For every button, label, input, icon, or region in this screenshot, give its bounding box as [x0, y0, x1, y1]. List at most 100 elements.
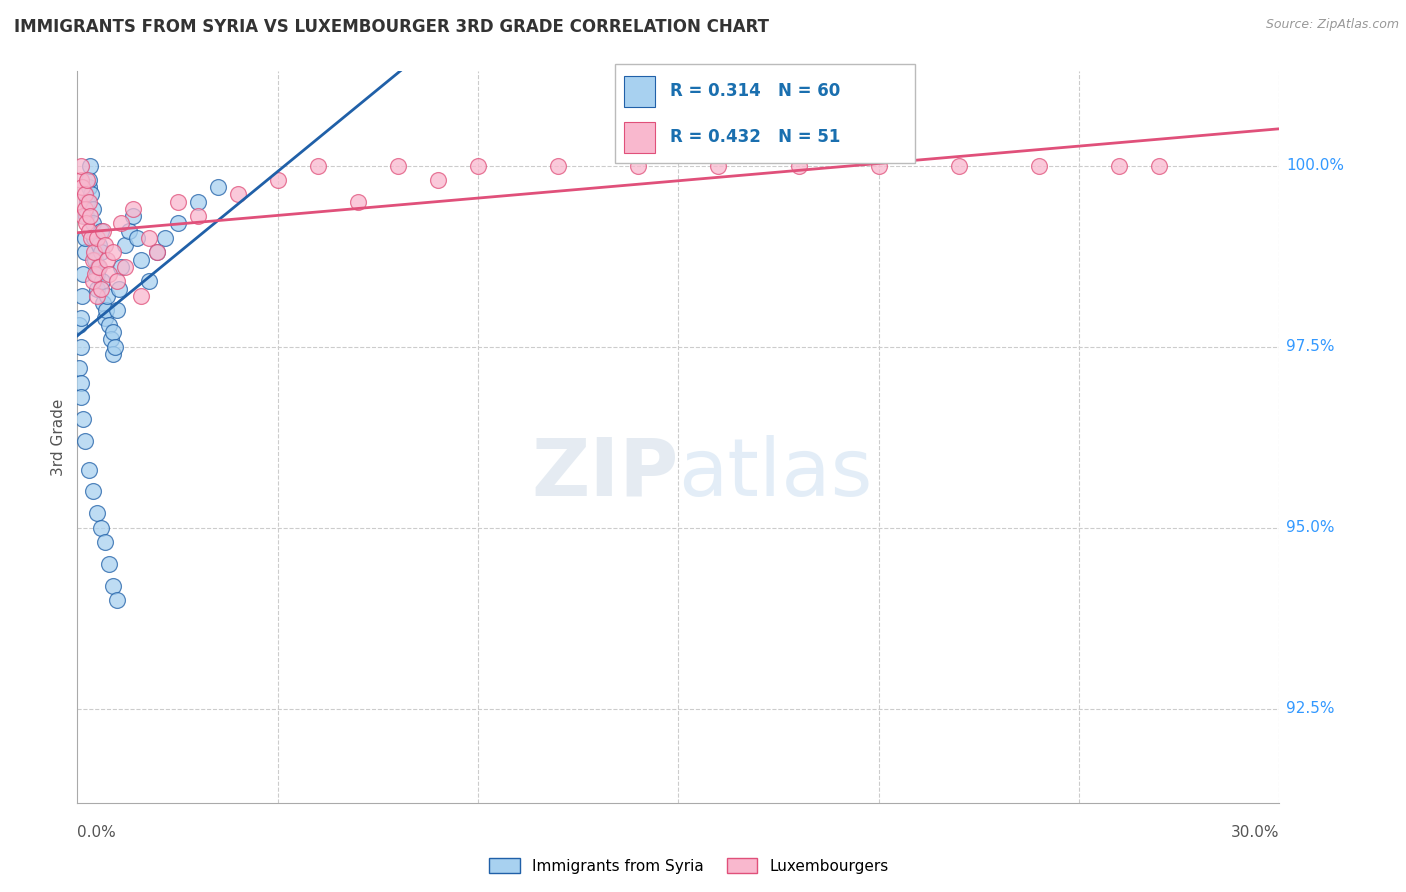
Point	[82, 202, 104, 216]
Point	[73, 187, 96, 202]
Point	[91, 274, 114, 288]
Point	[86, 289, 108, 303]
Point	[90, 245, 112, 260]
Point	[67, 194, 90, 209]
Point	[100, 332, 122, 346]
Point	[89, 238, 111, 252]
Point	[75, 209, 97, 223]
Point	[83, 231, 105, 245]
Point	[84, 252, 107, 267]
Point	[87, 260, 110, 274]
Point	[207, 180, 229, 194]
Point	[948, 159, 970, 173]
Text: IMMIGRANTS FROM SYRIA VS LUXEMBOURGER 3RD GRADE CORRELATION CHART: IMMIGRANTS FROM SYRIA VS LUXEMBOURGER 3R…	[14, 18, 769, 36]
Point	[76, 173, 98, 187]
Point	[127, 231, 149, 245]
Point	[114, 238, 136, 252]
Point	[166, 194, 188, 209]
Point	[547, 159, 569, 173]
Point	[75, 202, 97, 216]
Point	[186, 209, 209, 223]
Point	[72, 267, 94, 281]
Point	[96, 289, 118, 303]
Point	[707, 159, 730, 173]
Point	[1149, 159, 1171, 173]
Point	[82, 216, 104, 230]
Point	[131, 252, 153, 267]
Point	[627, 159, 650, 173]
Point	[387, 159, 409, 173]
Point	[1108, 159, 1130, 173]
FancyBboxPatch shape	[614, 64, 915, 163]
Point	[138, 231, 160, 245]
Point	[90, 224, 112, 238]
Point	[103, 578, 125, 592]
Text: 30.0%: 30.0%	[1232, 825, 1279, 840]
Point	[67, 361, 90, 376]
Point	[118, 224, 141, 238]
Point	[82, 484, 104, 499]
Point	[93, 296, 115, 310]
Point	[86, 231, 108, 245]
Point	[94, 535, 117, 549]
Point	[69, 173, 91, 187]
Point	[267, 173, 290, 187]
Point	[89, 260, 111, 274]
Point	[110, 216, 132, 230]
Point	[69, 340, 91, 354]
Point	[75, 231, 97, 245]
Point	[226, 187, 249, 202]
Point	[93, 224, 115, 238]
Point	[104, 340, 127, 354]
Text: Source: ZipAtlas.com: Source: ZipAtlas.com	[1265, 18, 1399, 31]
Point	[90, 282, 112, 296]
Point	[146, 245, 169, 260]
Point	[94, 310, 117, 325]
Text: 95.0%: 95.0%	[1286, 520, 1334, 535]
Point	[103, 325, 125, 339]
Point	[79, 224, 101, 238]
Point	[67, 318, 90, 332]
Point	[98, 557, 121, 571]
Text: 100.0%: 100.0%	[1286, 158, 1344, 173]
Point	[84, 267, 107, 281]
Point	[90, 520, 112, 534]
Point	[122, 209, 145, 223]
Point	[80, 231, 103, 245]
Point	[96, 252, 118, 267]
Point	[166, 216, 188, 230]
Point	[79, 173, 101, 187]
Point	[146, 245, 169, 260]
Point	[72, 412, 94, 426]
Point	[110, 260, 132, 274]
Text: ZIP: ZIP	[531, 434, 679, 513]
Point	[79, 159, 101, 173]
Text: 0.0%: 0.0%	[77, 825, 117, 840]
Point	[103, 245, 125, 260]
Point	[1028, 159, 1050, 173]
Point	[70, 159, 93, 173]
Point	[787, 159, 810, 173]
Point	[98, 318, 121, 332]
Text: 92.5%: 92.5%	[1286, 701, 1334, 716]
Text: 97.5%: 97.5%	[1286, 339, 1334, 354]
Point	[86, 506, 108, 520]
Point	[70, 390, 93, 404]
Point	[77, 194, 100, 209]
Point	[131, 289, 153, 303]
Point	[70, 180, 93, 194]
Y-axis label: 3rd Grade: 3rd Grade	[51, 399, 66, 475]
Bar	[624, 122, 655, 153]
Text: R = 0.432   N = 51: R = 0.432 N = 51	[671, 128, 841, 146]
Point	[83, 245, 105, 260]
Point	[868, 159, 890, 173]
Point	[73, 245, 96, 260]
Point	[70, 289, 93, 303]
Text: atlas: atlas	[679, 434, 873, 513]
Point	[122, 202, 145, 216]
Point	[75, 434, 97, 448]
Point	[307, 159, 329, 173]
Point	[76, 194, 98, 209]
Point	[86, 282, 108, 296]
Point	[155, 231, 177, 245]
